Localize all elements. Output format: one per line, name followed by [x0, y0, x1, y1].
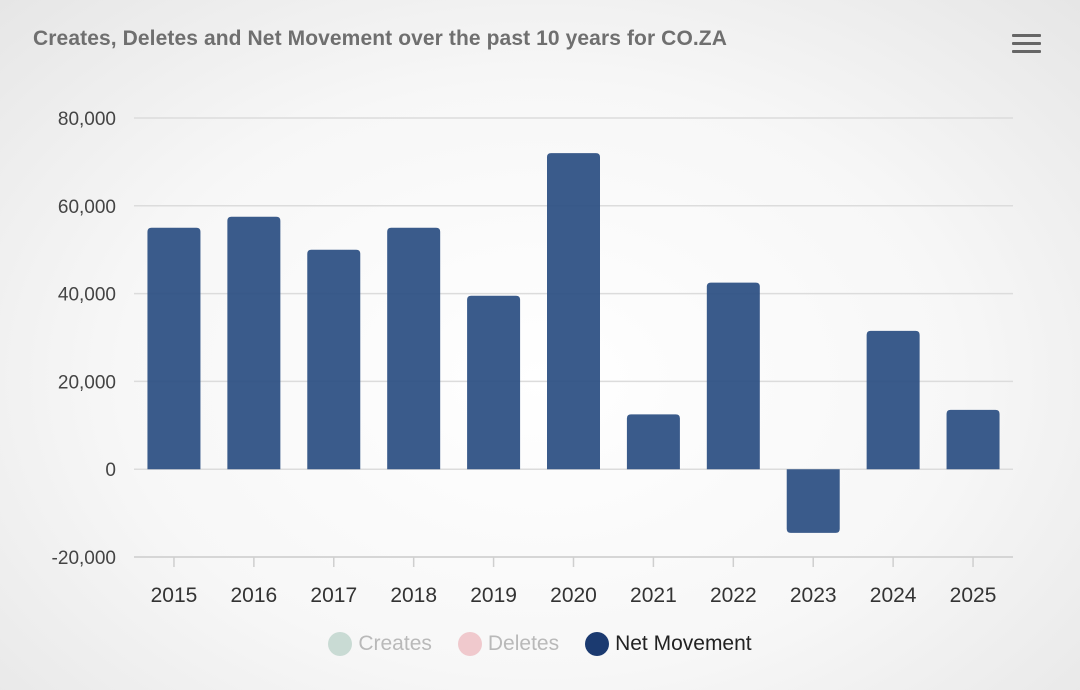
chart-title: Creates, Deletes and Net Movement over t…	[33, 27, 728, 50]
legend-swatch-creates	[328, 632, 353, 656]
x-tick-label: 2020	[550, 584, 597, 607]
chart-legend: Creates Deletes Net Movement	[0, 632, 1080, 656]
x-tick-label: 2019	[470, 584, 517, 607]
legend-item-net-movement[interactable]: Net Movement	[585, 632, 752, 656]
legend-label-creates: Creates	[358, 632, 432, 655]
legend-label-net-movement: Net Movement	[615, 632, 752, 655]
hamburger-icon	[1012, 34, 1041, 37]
hamburger-icon	[1012, 42, 1041, 45]
hamburger-menu-button[interactable]	[1008, 28, 1046, 58]
legend-item-deletes[interactable]: Deletes	[457, 632, 560, 656]
bar-2016[interactable]	[227, 216, 281, 470]
x-tick-label: 2023	[790, 584, 837, 607]
bar-2015[interactable]	[147, 227, 201, 470]
bar-2017[interactable]	[307, 249, 361, 470]
y-tick-label: 80,000	[58, 109, 116, 130]
x-tick-label: 2025	[950, 584, 997, 607]
bar-2018[interactable]	[387, 227, 441, 470]
x-axis: 2015 2016 2017 2018 2019 2020 2021 2022 2023 2024…	[134, 556, 1013, 607]
y-tick-label: -20,000	[52, 548, 116, 569]
y-tick-label: 40,000	[58, 285, 116, 306]
legend-label-deletes: Deletes	[487, 632, 560, 655]
bar-2025[interactable]	[946, 409, 1000, 470]
bar-series-net-movement	[147, 153, 1000, 533]
bar-2022[interactable]	[706, 282, 760, 470]
y-axis-ticks: 80,000 60,000 40,000 20,000 0 -20,000	[52, 109, 116, 569]
hamburger-icon	[1012, 50, 1041, 53]
x-tick-label: 2021	[630, 584, 677, 607]
x-tick-label: 2016	[231, 584, 278, 607]
x-tick-label: 2017	[310, 584, 357, 607]
x-tick-label: 2018	[390, 584, 437, 607]
y-tick-label: 20,000	[58, 372, 116, 393]
bar-2024[interactable]	[866, 330, 920, 470]
legend-swatch-deletes	[457, 632, 482, 656]
y-tick-label: 60,000	[58, 197, 116, 218]
bar-2020[interactable]	[547, 153, 600, 470]
bar-2023[interactable]	[786, 469, 840, 533]
bar-2021[interactable]	[626, 414, 680, 470]
x-tick-label: 2024	[870, 584, 917, 607]
x-tick-label: 2015	[151, 584, 198, 607]
bar-2019[interactable]	[467, 295, 521, 470]
legend-item-creates[interactable]: Creates	[328, 632, 432, 656]
x-tick-label: 2022	[710, 584, 757, 607]
legend-swatch-net-movement	[585, 632, 610, 656]
y-tick-label: 0	[105, 460, 116, 481]
